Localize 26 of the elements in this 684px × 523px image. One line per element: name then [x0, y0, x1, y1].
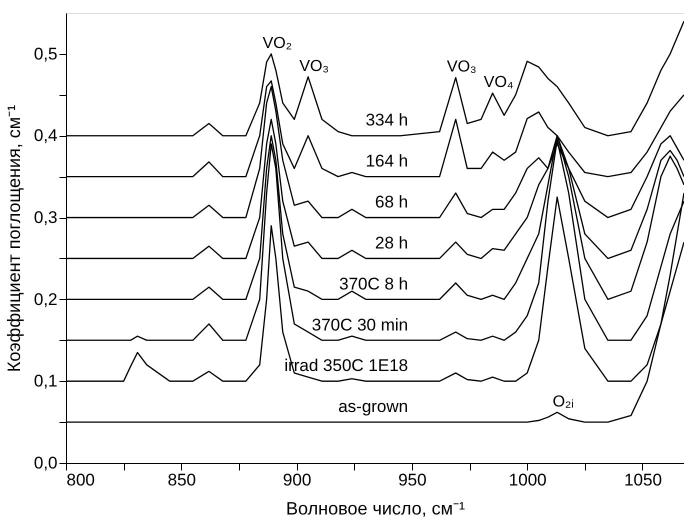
y-tick-label: 0,3: [34, 208, 58, 228]
y-tick-label: 0,2: [34, 290, 58, 309]
series-label: 68 h: [375, 192, 408, 212]
x-axis-title: Волновое число, см⁻¹: [286, 498, 465, 518]
x-tick-label: 800: [66, 470, 95, 490]
x-tick-label: 850: [168, 470, 196, 490]
annotation: O₂ᵢ: [552, 393, 574, 410]
annotation: VO₄: [484, 74, 514, 92]
x-tick-label: 1000: [508, 470, 547, 490]
series-label: 334 h: [366, 110, 408, 130]
series-label: as-grown: [338, 397, 408, 416]
x-tick-label: 900: [282, 470, 312, 490]
y-tick-label: 0,0: [34, 454, 58, 472]
series-label: 28 h: [375, 233, 408, 252]
annotation: VO₃: [446, 58, 477, 76]
x-tick-label: 1050: [624, 470, 662, 490]
y-tick-label: 0,5: [34, 44, 58, 64]
annotation: VO₃: [299, 58, 329, 75]
series-label: 370C 8 h: [339, 274, 408, 294]
series-label: 370C 30 min: [312, 315, 408, 334]
series-label: 164 h: [366, 152, 408, 171]
y-tick-label: 0,4: [34, 126, 58, 146]
x-tick-label: 950: [398, 470, 427, 490]
y-axis-title: Коэффициент поглощения, см⁻¹: [4, 104, 24, 372]
y-tick-label: 0,1: [34, 372, 58, 391]
annotation: VO₂: [262, 34, 292, 52]
